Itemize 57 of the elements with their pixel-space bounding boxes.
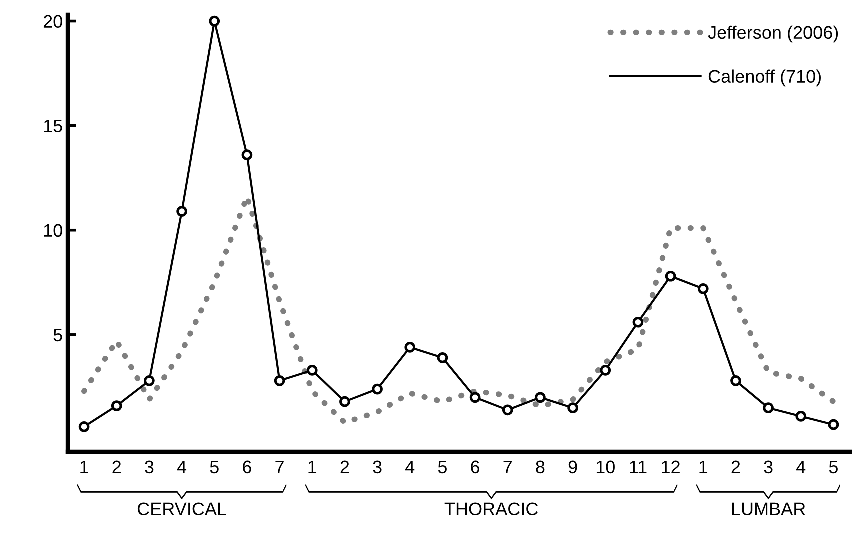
x-tick-label: 1	[700, 460, 708, 474]
x-tick-label: 3	[373, 460, 382, 474]
point	[470, 392, 481, 404]
point	[632, 316, 644, 328]
point	[144, 375, 155, 386]
text: CERVICAL	[138, 502, 226, 516]
legend-label: Calenoff (710)	[708, 70, 821, 87]
point	[730, 375, 742, 386]
x-tick-label: 9	[568, 460, 578, 474]
point	[502, 404, 514, 416]
x-tick-label: 7	[504, 460, 512, 474]
x-tick-label: 2	[340, 460, 350, 474]
x-tick-label: 2	[112, 460, 121, 474]
point	[78, 421, 90, 432]
point	[437, 352, 448, 364]
point	[600, 365, 612, 376]
x-tick-label: 1	[308, 460, 317, 474]
x-tick-label: 7	[276, 460, 284, 474]
point	[763, 402, 774, 414]
x-tick-label: 4	[796, 460, 806, 474]
x-tick-label: 8	[536, 460, 545, 474]
x-tick-label: 1	[80, 460, 88, 474]
x-tick-label: 6	[471, 460, 480, 474]
x-tick-label: 10	[596, 460, 615, 474]
x-tick-label: 5	[438, 460, 447, 474]
point	[176, 206, 188, 217]
point	[698, 283, 709, 294]
x-tick-label: 4	[177, 460, 187, 474]
y-tick-label: 15	[44, 120, 62, 133]
x-tick-label: 4	[406, 460, 415, 474]
point	[372, 384, 383, 395]
point	[568, 402, 578, 414]
x-tick-label: 2	[732, 460, 740, 474]
x-tick-label: 6	[243, 460, 252, 474]
point	[242, 150, 253, 161]
point	[306, 365, 318, 376]
point	[796, 411, 807, 422]
text: THORACIC	[444, 502, 538, 516]
point	[274, 375, 286, 386]
x-tick-label: 3	[145, 460, 154, 474]
point	[828, 419, 840, 430]
y-tick-label: 10	[44, 224, 62, 238]
text: LUMBAR	[732, 502, 806, 516]
x-tick-label: 5	[829, 460, 838, 474]
point	[209, 16, 220, 27]
y-tick-label: 20	[44, 15, 62, 28]
point	[111, 400, 122, 412]
x-tick-label: 11	[630, 460, 647, 474]
point	[535, 392, 546, 404]
point	[404, 342, 416, 353]
x-tick-label: 5	[210, 460, 219, 474]
point	[340, 396, 350, 408]
y-tick-label: 5	[54, 329, 62, 342]
x-tick-label: 3	[764, 460, 773, 474]
x-tick-label: 12	[662, 460, 680, 474]
legend-label: Jefferson (2006)	[708, 26, 838, 43]
point	[665, 270, 676, 282]
